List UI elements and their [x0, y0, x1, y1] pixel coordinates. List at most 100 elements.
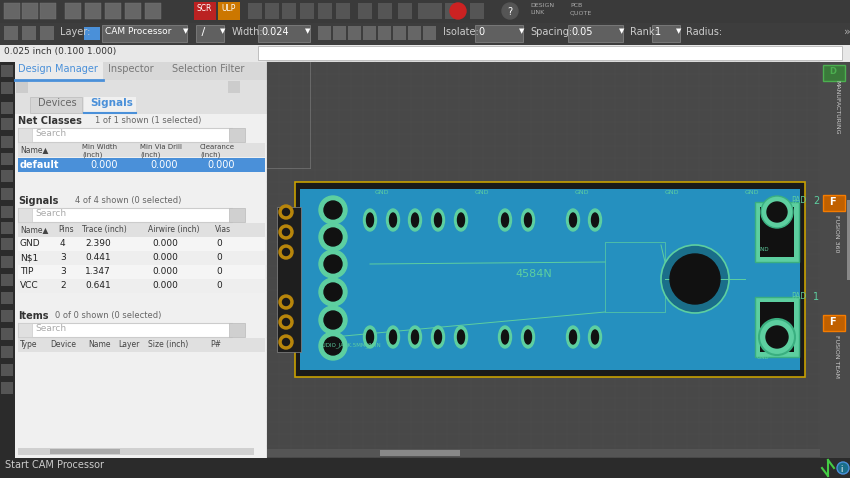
Bar [40, 26, 54, 40]
Text: Device: Device [50, 340, 76, 349]
Ellipse shape [566, 209, 580, 231]
Circle shape [279, 295, 293, 309]
Ellipse shape [592, 330, 598, 344]
Text: Name: Name [88, 340, 110, 349]
Bar [475, 25, 523, 42]
Text: Trace (inch): Trace (inch) [82, 225, 127, 234]
Text: Items: Items [18, 311, 48, 321]
Bar [1, 364, 13, 376]
Ellipse shape [498, 209, 512, 231]
Bar [333, 26, 346, 40]
Bar [295, 182, 805, 377]
Bar [755, 297, 799, 357]
Bar [1, 346, 13, 358]
Circle shape [279, 335, 293, 349]
Circle shape [450, 3, 466, 19]
Text: 2.390: 2.390 [85, 239, 110, 248]
Bar [18, 128, 32, 142]
Bar [22, 26, 36, 40]
Text: /: / [198, 27, 205, 37]
Text: PAD: PAD [791, 196, 807, 205]
Text: Min Via Drill
(inch): Min Via Drill (inch) [140, 144, 182, 157]
Circle shape [279, 225, 293, 239]
Bar [0, 458, 850, 478]
Text: Vias: Vias [215, 225, 231, 234]
Ellipse shape [502, 330, 508, 344]
Circle shape [279, 205, 293, 219]
Circle shape [766, 326, 788, 348]
Ellipse shape [366, 330, 373, 344]
Bar [568, 25, 623, 42]
Bar [300, 3, 314, 19]
Bar [760, 302, 794, 352]
Bar [1, 382, 13, 394]
Circle shape [319, 250, 347, 278]
Bar [428, 3, 442, 19]
Text: LINK: LINK [530, 10, 544, 15]
Text: Radius:: Radius: [686, 27, 722, 37]
Text: 4584N: 4584N [515, 269, 552, 279]
Text: GND: GND [575, 190, 590, 195]
Bar [18, 448, 254, 455]
Text: Name▲: Name▲ [20, 145, 48, 154]
Bar [18, 128, 232, 142]
Bar [18, 323, 32, 337]
Ellipse shape [457, 330, 464, 344]
Text: FUSION 360: FUSION 360 [834, 215, 839, 252]
Bar [15, 96, 267, 114]
Text: Name▲: Name▲ [20, 225, 48, 234]
Bar [605, 242, 665, 312]
Bar [0, 62, 15, 458]
Bar [30, 97, 82, 113]
Text: GND: GND [745, 190, 760, 195]
Bar [1, 222, 13, 234]
Text: 4: 4 [60, 239, 65, 248]
Circle shape [670, 254, 720, 304]
Bar [50, 449, 120, 454]
Text: 0.000: 0.000 [152, 267, 178, 276]
Bar [823, 315, 845, 331]
Text: 0.441: 0.441 [85, 253, 110, 262]
Text: 0.000: 0.000 [150, 160, 178, 170]
Bar [820, 62, 850, 458]
Ellipse shape [592, 213, 598, 227]
Bar [408, 26, 421, 40]
Text: ▼: ▼ [519, 28, 524, 34]
Ellipse shape [588, 209, 602, 231]
Bar [823, 195, 845, 211]
Text: Net Classes: Net Classes [18, 116, 82, 126]
Text: D: D [829, 67, 836, 76]
Bar [1, 274, 13, 286]
Text: 3: 3 [60, 267, 65, 276]
Text: Layer:: Layer: [60, 27, 90, 37]
Ellipse shape [387, 209, 399, 231]
Ellipse shape [566, 326, 580, 348]
Ellipse shape [432, 209, 445, 231]
Circle shape [282, 249, 290, 256]
Bar [18, 279, 265, 293]
Text: 0.000: 0.000 [90, 160, 117, 170]
Bar [1, 328, 13, 340]
Bar [194, 2, 216, 20]
Text: Search: Search [35, 209, 66, 218]
Text: GND: GND [475, 190, 490, 195]
Bar [18, 208, 232, 222]
Bar [652, 25, 680, 42]
Circle shape [319, 223, 347, 251]
Bar [258, 46, 842, 60]
Bar [258, 25, 310, 42]
Bar [0, 0, 850, 23]
Bar [470, 3, 484, 19]
Circle shape [324, 337, 342, 355]
Bar [84, 97, 136, 113]
Bar [145, 3, 161, 19]
Text: 0.641: 0.641 [85, 281, 110, 290]
Bar [1, 136, 13, 148]
Bar [336, 3, 350, 19]
Bar [4, 26, 18, 40]
Bar [1, 206, 13, 218]
Bar [15, 62, 267, 80]
Text: 0.000: 0.000 [152, 239, 178, 248]
Ellipse shape [588, 326, 602, 348]
Circle shape [282, 298, 290, 305]
